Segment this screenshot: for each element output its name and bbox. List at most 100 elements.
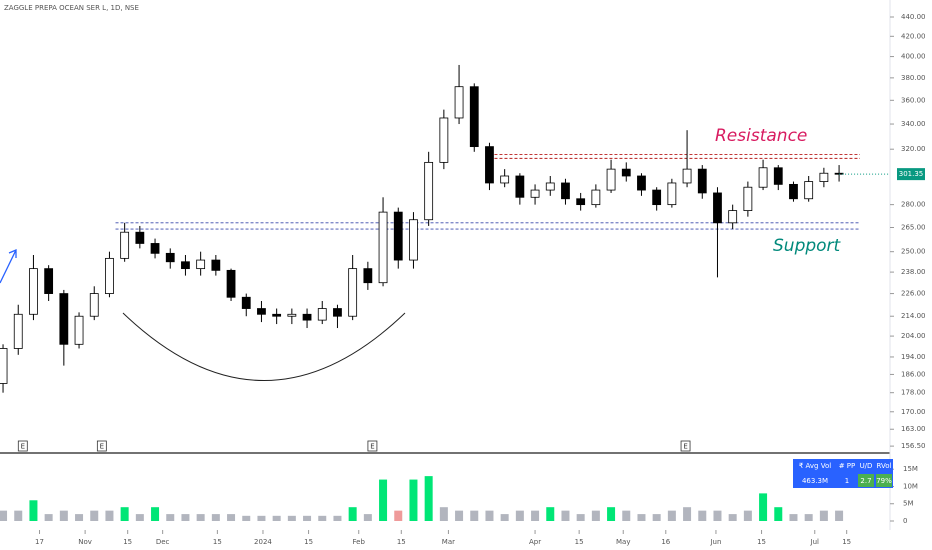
candle-body (165, 252, 175, 263)
volume-bar (0, 510, 8, 521)
volume-bar (546, 507, 555, 521)
y-tick-label: 204.00 (901, 332, 926, 340)
volume-bar (348, 507, 357, 521)
volume-bar (652, 514, 661, 521)
stats-value: 1 (845, 477, 849, 485)
y-tick-label: 178.00 (901, 389, 926, 397)
candle-body (804, 181, 814, 200)
stats-header-bg (793, 459, 893, 473)
stats-cell-bg (858, 474, 874, 487)
resistance-label: Resistance (715, 126, 807, 146)
candle-body (530, 189, 540, 198)
y-tick-label: 320.00 (901, 145, 926, 153)
x-tick-label: Nov (78, 538, 92, 546)
stats-value: 463.3M (802, 477, 828, 485)
volume-bar (379, 479, 388, 521)
candle-body (545, 182, 555, 191)
volume-bar (591, 510, 600, 521)
y-tick-label: 360.00 (901, 96, 926, 104)
y-tick-label: 238.00 (901, 268, 926, 276)
volume-bar (713, 510, 722, 521)
y-tick-label: 280.00 (901, 201, 926, 209)
y-tick-label: 163.00 (901, 425, 926, 433)
volume-bar (287, 515, 296, 521)
candle-body (697, 168, 707, 194)
candle-body (576, 198, 586, 206)
volume-bar (470, 510, 479, 521)
volume-bar (789, 514, 798, 521)
candle-body (74, 315, 84, 345)
candle-body (469, 86, 479, 148)
x-tick-label: Feb (353, 538, 366, 546)
earnings-label: E (683, 443, 687, 451)
volume-bar (774, 507, 783, 521)
candle-body (393, 211, 403, 261)
y-tick-label: 340.00 (901, 120, 926, 128)
volume-bar (607, 507, 616, 521)
y-tick-label: 265.00 (901, 223, 926, 231)
y-tick-label: 170.00 (901, 408, 926, 416)
volume-bar (90, 510, 99, 521)
candle-body (120, 231, 130, 259)
volume-bar (363, 514, 372, 521)
volume-bar (759, 493, 768, 521)
candle-body (241, 296, 251, 309)
volume-bar (166, 514, 175, 521)
trend-arrow (0, 249, 17, 284)
candle-body (591, 189, 601, 206)
candle-body (13, 313, 23, 349)
candle-body (561, 182, 570, 200)
volume-y-tick-label: 5M (903, 500, 914, 508)
x-tick-label: Apr (529, 538, 541, 546)
volume-bar (303, 515, 312, 521)
x-tick-label: 15 (304, 538, 313, 546)
support-label: Support (773, 236, 842, 256)
chart-title: ZAGGLE PREPA OCEAN SER L, 1D, NSE (4, 4, 139, 12)
candle-body (485, 146, 494, 184)
candle-body (257, 308, 266, 315)
candle-body (515, 175, 525, 198)
candle-body (287, 313, 297, 317)
x-tick-label: 15 (575, 538, 584, 546)
volume-bar (196, 514, 205, 521)
candle-body (743, 186, 753, 212)
x-tick-label: 15 (213, 538, 222, 546)
earnings-marker (17, 440, 28, 452)
stats-value: 79% (876, 477, 892, 485)
y-tick-label: 194.00 (901, 353, 926, 361)
volume-bar (242, 515, 251, 521)
x-tick-label: 16 (661, 538, 670, 546)
earnings-label: E (100, 443, 104, 451)
y-tick-label: 400.00 (901, 53, 926, 61)
volume-bar (181, 514, 190, 521)
candle-body (454, 86, 464, 119)
volume-bar (804, 514, 813, 521)
volume-bar (698, 510, 707, 521)
y-tick-label: 420.00 (901, 32, 926, 40)
volume-y-tick-label: 10M (903, 482, 918, 490)
volume-bar (683, 507, 692, 521)
volume-bar (439, 507, 448, 521)
stats-header: ₹ Avg Vol (799, 462, 831, 470)
last-price-label: 301.35 (899, 170, 924, 178)
x-tick-label: Dec (156, 538, 170, 546)
volume-bar (227, 514, 236, 521)
candle-body (652, 189, 662, 206)
x-tick-label: 15 (757, 538, 766, 546)
candle-body (44, 268, 54, 294)
x-tick-label: 15 (397, 538, 406, 546)
candle-body (500, 175, 510, 184)
candle-body (378, 211, 388, 284)
earnings-marker (96, 440, 107, 452)
candle-body (621, 168, 631, 177)
candle-body (302, 313, 312, 321)
candle-body (819, 172, 829, 182)
volume-bar (59, 510, 68, 521)
volume-bar (561, 510, 570, 521)
candle-body (409, 219, 418, 261)
volume-bar (29, 500, 38, 521)
candle-body (317, 308, 327, 321)
candle-body (363, 268, 373, 284)
